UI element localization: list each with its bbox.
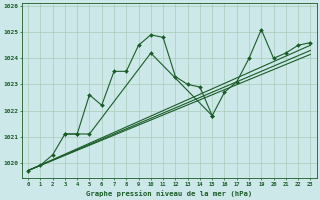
X-axis label: Graphe pression niveau de la mer (hPa): Graphe pression niveau de la mer (hPa) bbox=[86, 190, 252, 197]
